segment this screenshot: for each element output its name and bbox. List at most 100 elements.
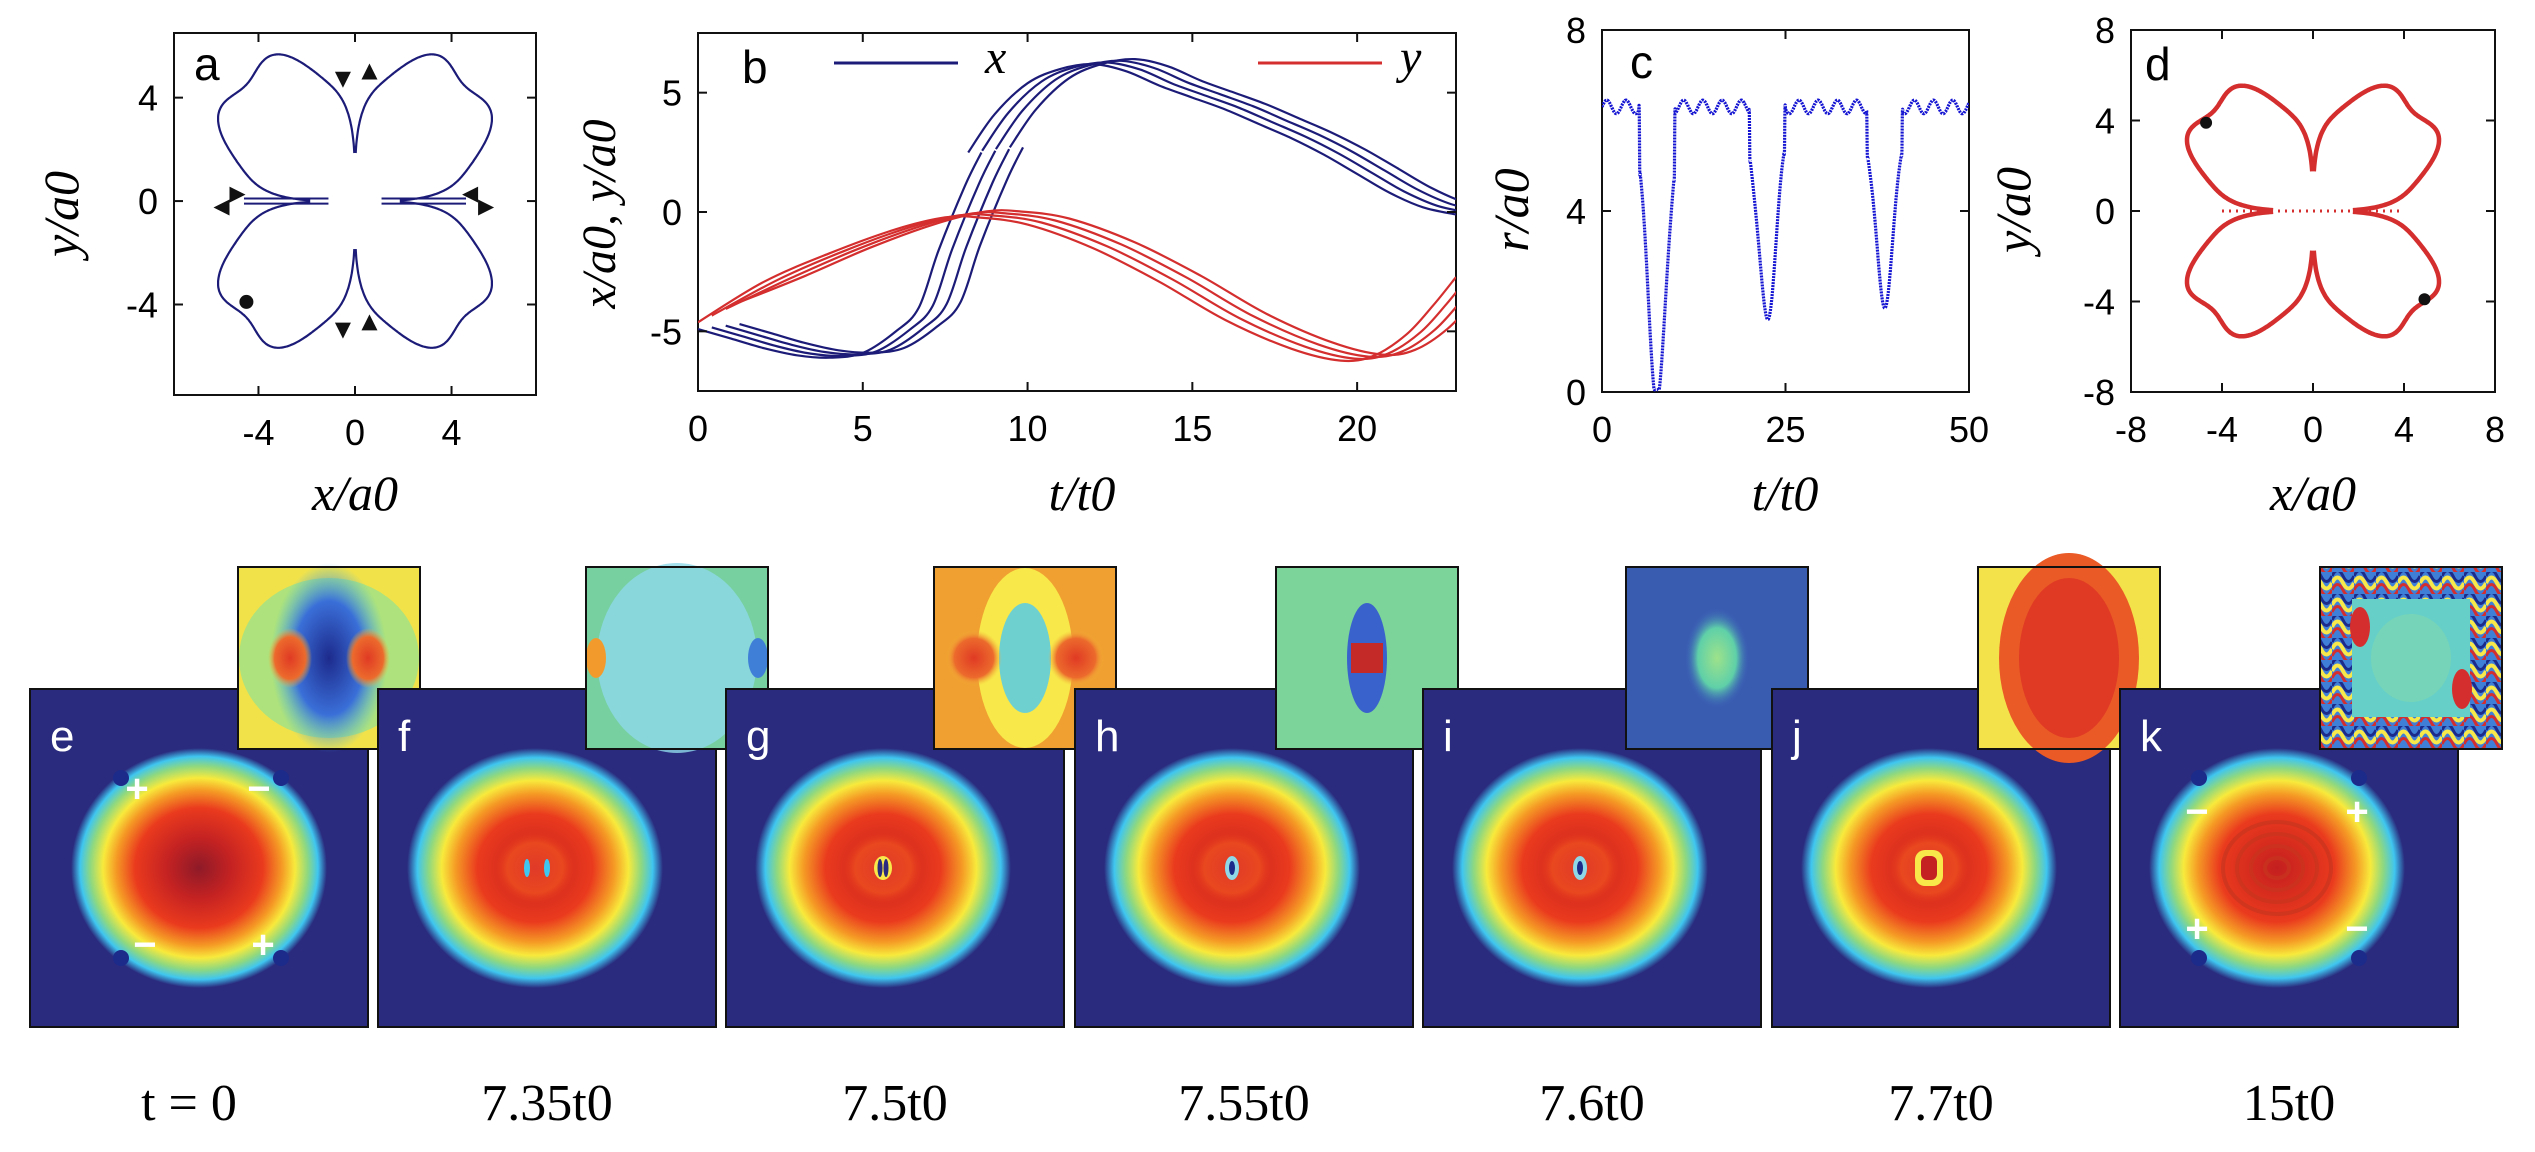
- vortex-core: [883, 859, 889, 877]
- panel-b-series-x-curve: [725, 148, 1011, 356]
- panel-c-ytick-label: 0: [1566, 372, 1586, 413]
- rarefaction-core: [1921, 856, 1937, 880]
- vortex-dot: [2191, 950, 2207, 966]
- vortex-dot: [273, 770, 289, 786]
- panel-d-ytick-label: -4: [2083, 282, 2115, 323]
- panel-d-xtick-label: -8: [2115, 409, 2147, 450]
- vortex-dot: [113, 950, 129, 966]
- vortex-charge-label: −: [2185, 790, 2208, 834]
- vortex-charge-label: +: [251, 923, 274, 967]
- sound-wave-ring: [2263, 856, 2291, 880]
- vortex-charge-label: −: [247, 767, 270, 811]
- panel-b-legend: x y: [834, 31, 1422, 84]
- vortex-charge-label: −: [2345, 907, 2368, 951]
- snapshot-time: 7.5t0: [842, 1075, 947, 1132]
- vortex-charge-label: +: [2345, 790, 2368, 834]
- condensate-density: [2149, 748, 2405, 988]
- panel-a-arrow-icon: [213, 199, 230, 216]
- panel-c-xtick-label: 25: [1765, 409, 1805, 450]
- panel-b-ticks: 0 5 10 15 20 -5 0 5: [650, 33, 1456, 449]
- inset-frame: [237, 566, 421, 750]
- panel-b-series-y-curve: [739, 209, 1456, 357]
- panel-d-marker-points: [2200, 116, 2431, 306]
- panel-b-xtick-label: 0: [688, 408, 708, 449]
- snapshot-label: f: [398, 712, 411, 761]
- panel-d-label: d: [2145, 38, 2171, 90]
- panel-a-trajectory-lobe: [354, 200, 493, 349]
- condensate-density: [71, 748, 327, 988]
- panel-b-xtick-label: 5: [853, 408, 873, 449]
- snapshot-time: 15t0: [2243, 1075, 2335, 1132]
- panel-b-series-x-curve: [981, 61, 1456, 212]
- panel-d-xtick-label: 4: [2394, 409, 2414, 450]
- panel-d-lobe: [2184, 83, 2315, 213]
- panel-c-series: [1602, 98, 1969, 392]
- snapshot-j: j 7.7t0: [1771, 553, 2161, 1132]
- snapshot-label: e: [50, 712, 74, 761]
- panel-d-ytick-label: 8: [2095, 10, 2115, 51]
- panel-b-series-x-curve: [698, 152, 983, 359]
- panel-b-series-x-curve: [711, 150, 997, 358]
- panel-c-label: c: [1630, 36, 1653, 88]
- panel-d-lobe: [2311, 209, 2442, 339]
- panel-b-xtick-label: 20: [1337, 408, 1377, 449]
- panel-b-series-x-curve: [1008, 57, 1456, 201]
- panel-a-arrow-icon: [334, 71, 351, 88]
- panel-a-ytick-label: 0: [138, 181, 158, 222]
- panel-b-series-y-curve: [698, 215, 1456, 363]
- panel-a-arrow-icon: [361, 314, 378, 331]
- panel-b-series-x-curve: [967, 62, 1456, 216]
- snapshot-row: + − − + e t = 0 f 7.35t0 g 7.5t0 h 7.55t0 i 7.6t0 j 7.7…: [29, 553, 2503, 1132]
- panel-d: d -8 -4 0 4 8 -8 -4 0 4 8 x/a0 y/a0: [1985, 10, 2505, 521]
- panel-b: b 0 5 10 15 20 -5 0 5 x y t/t0 x/a0, y/a0: [573, 31, 1457, 521]
- panel-c-ylabel: r/a0: [1483, 168, 1539, 251]
- panel-b-ytick-label: 5: [662, 73, 682, 114]
- vortex-dot: [2351, 950, 2367, 966]
- inset-frame: [2319, 566, 2503, 750]
- inset-frame: [585, 566, 769, 750]
- snapshot-h: h 7.55t0: [1074, 566, 1459, 1132]
- panel-a-arrow-icon: [334, 322, 351, 339]
- vortex-core: [524, 859, 530, 877]
- panel-b-series-x-curve: [994, 59, 1456, 207]
- vortex-dot: [113, 770, 129, 786]
- panel-a-xlabel: x/a0: [311, 465, 398, 521]
- panel-d-ticks: -8 -4 0 4 8 -8 -4 0 4 8: [2083, 10, 2505, 450]
- panel-d-lobe: [2311, 83, 2442, 213]
- panel-c-xlabel: t/t0: [1752, 465, 1819, 521]
- sound-wave-ring: [2235, 832, 2319, 904]
- vortex-core: [877, 859, 883, 877]
- vortex-dot: [273, 950, 289, 966]
- snapshot-time: 7.6t0: [1539, 1075, 1644, 1132]
- vortex-core: [1577, 861, 1583, 875]
- panel-b-ytick-label: 0: [662, 192, 682, 233]
- legend-y-label: y: [1395, 31, 1422, 84]
- panel-d-xtick-label: 8: [2485, 409, 2505, 450]
- panel-d-ytick-label: -8: [2083, 372, 2115, 413]
- panel-a-xtick-label: 4: [442, 412, 462, 453]
- snapshot-label: i: [1443, 712, 1453, 761]
- snapshot-i: i 7.6t0: [1422, 566, 1809, 1132]
- sound-wave-ring: [2221, 820, 2333, 916]
- panel-d-xtick-label: 0: [2303, 409, 2323, 450]
- snapshot-time: 7.35t0: [481, 1075, 612, 1132]
- panel-a-ytick-label: 4: [138, 78, 158, 119]
- snapshot-inset: [237, 563, 421, 753]
- inset-frame: [1275, 566, 1459, 750]
- panel-c-ticks: 0 25 50 0 4 8: [1566, 10, 1989, 450]
- panel-a: a -4 0 4 -4 0 4 x/a0 y/a0: [33, 32, 537, 521]
- panel-a-trajectory-lobe: [216, 53, 356, 202]
- panel-a-ticks: -4 0 4 -4 0 4: [126, 33, 536, 453]
- vortex-dot: [2351, 770, 2367, 786]
- panel-c-ytick-label: 4: [1566, 191, 1586, 232]
- panel-b-xtick-label: 15: [1172, 408, 1212, 449]
- panel-c-ytick-label: 8: [1566, 10, 1586, 51]
- panel-d-xtick-label: -4: [2206, 409, 2238, 450]
- condensate-core: [495, 832, 575, 904]
- panel-b-series-y-curve: [725, 211, 1456, 359]
- panel-a-direction-arrows: [213, 63, 495, 339]
- panel-d-ytick-label: 4: [2095, 101, 2115, 142]
- sound-wave-ring: [2249, 844, 2305, 892]
